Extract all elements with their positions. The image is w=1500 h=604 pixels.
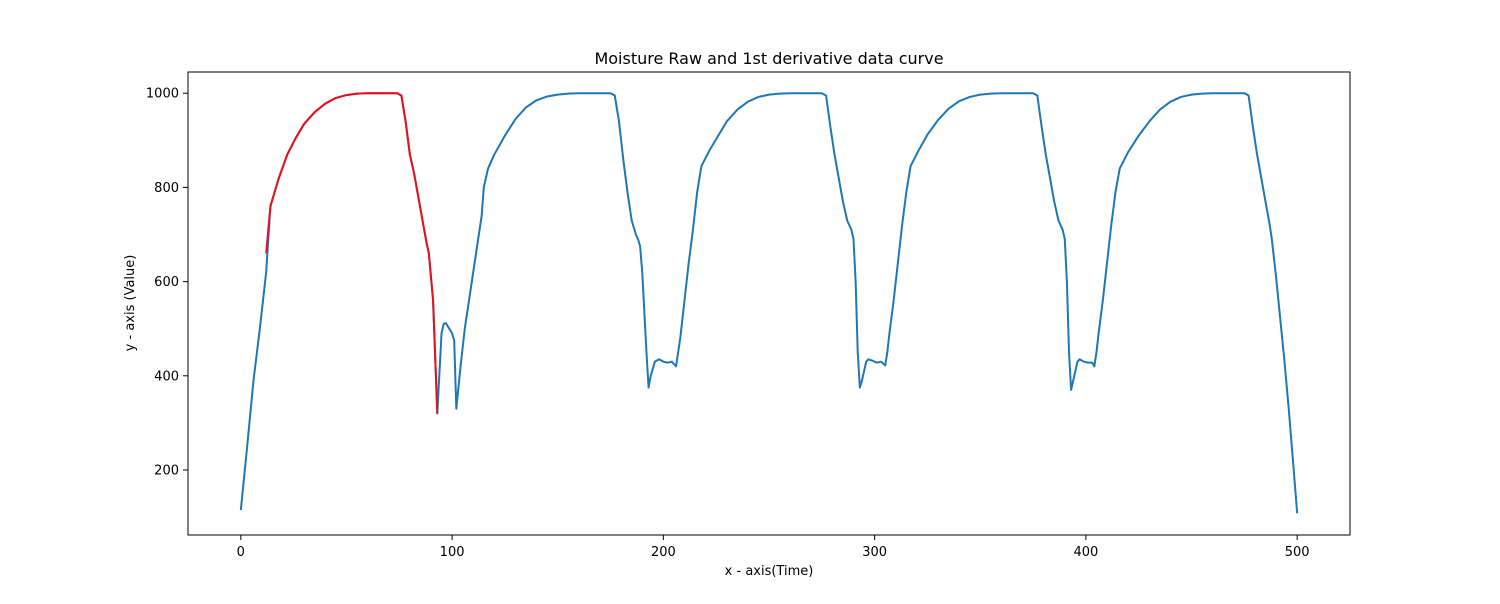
- chart-title: Moisture Raw and 1st derivative data cur…: [594, 49, 943, 68]
- y-tick-label: 200: [154, 464, 179, 479]
- x-axis-label: x - axis(Time): [725, 564, 814, 579]
- x-tick-label: 200: [651, 545, 676, 560]
- x-tick-label: 0: [237, 545, 245, 560]
- y-tick-label: 400: [154, 369, 179, 384]
- x-tick-label: 300: [862, 545, 887, 560]
- series-line-1: [265, 92, 439, 414]
- x-tick-label: 400: [1073, 545, 1098, 560]
- series-layer: [239, 92, 1299, 514]
- x-tick-label: 500: [1285, 545, 1310, 560]
- y-axis-label: y - axis (Value): [123, 255, 138, 352]
- series-line-0: [239, 92, 1299, 514]
- y-tick-label: 600: [154, 275, 179, 290]
- y-tick-label: 800: [154, 181, 179, 196]
- x-ticks: 0 100 200 300 400 500: [237, 535, 1310, 560]
- y-ticks: 200 400 600 800 1000: [146, 87, 188, 479]
- plot-frame: [187, 71, 1351, 536]
- y-tick-label: 1000: [146, 87, 179, 102]
- x-tick-label: 100: [440, 545, 465, 560]
